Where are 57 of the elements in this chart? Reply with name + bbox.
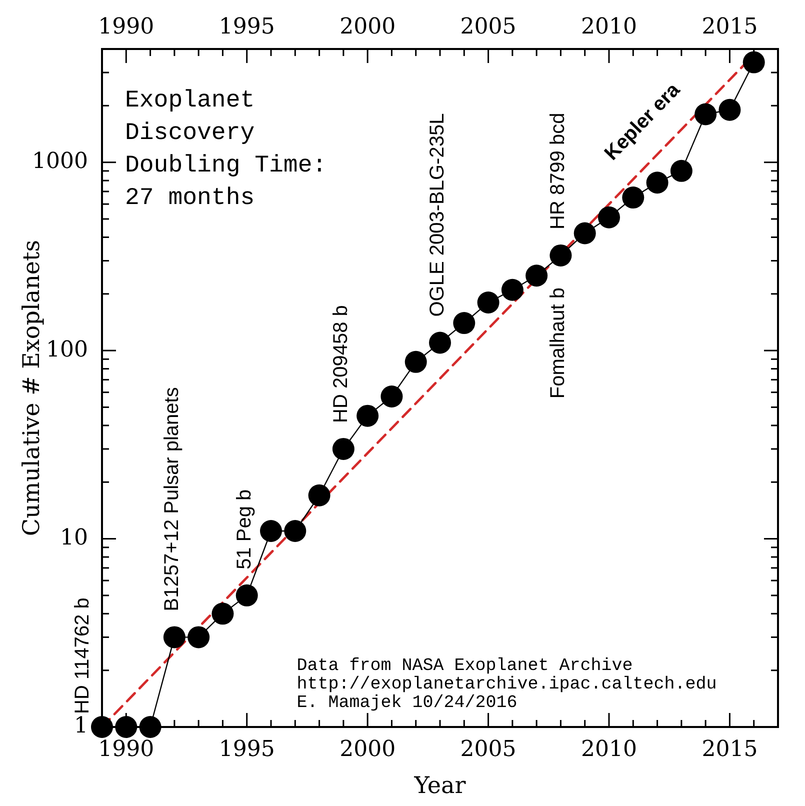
x-tick-label: 2010 xyxy=(581,14,637,40)
x2-tick-label: 2010 xyxy=(581,736,637,762)
point xyxy=(477,292,500,314)
point xyxy=(91,716,113,738)
point xyxy=(453,312,476,334)
annotation: HR 8799 bcd xyxy=(547,112,570,230)
point xyxy=(718,98,741,121)
point xyxy=(188,626,210,648)
point xyxy=(742,51,765,74)
x-tick-label: 2015 xyxy=(702,14,758,40)
annotation: http://exoplanetarchive.ipac.caltech.edu xyxy=(296,674,717,694)
x-tick-label: 1990 xyxy=(98,14,154,40)
point xyxy=(380,386,403,408)
x2-tick-label: 2000 xyxy=(340,736,396,762)
x-axis-title: Year xyxy=(413,773,466,800)
x2-tick-label: 2005 xyxy=(460,736,516,762)
x-tick-label: 2000 xyxy=(340,14,396,40)
point xyxy=(308,484,330,506)
point xyxy=(550,244,572,266)
point xyxy=(260,520,282,542)
x-tick-label: 2005 xyxy=(460,14,516,40)
y-tick-label: 10 xyxy=(60,525,88,550)
annotation: HD 114762 b xyxy=(72,598,94,714)
point xyxy=(526,264,548,287)
point xyxy=(163,626,186,648)
annotation: HD 209458 b xyxy=(330,305,352,423)
x2-tick-label: 1990 xyxy=(98,736,154,762)
point xyxy=(622,186,644,209)
point xyxy=(574,222,596,244)
y-tick-label: 1000 xyxy=(32,149,88,174)
point xyxy=(429,332,451,354)
point xyxy=(284,520,306,542)
point xyxy=(356,404,379,427)
point xyxy=(404,350,427,373)
point xyxy=(501,278,524,301)
annotation: OGLE 2003-BLG-235L xyxy=(426,113,449,317)
point xyxy=(236,584,258,606)
point xyxy=(598,206,620,228)
annotation: Fomalhaut b xyxy=(547,287,570,399)
point xyxy=(212,602,234,625)
point xyxy=(646,172,668,194)
annotation: E. Mamajek 10/24/2016 xyxy=(296,693,518,713)
x2-tick-label: 1995 xyxy=(218,736,275,762)
annotation: 51 Peg b xyxy=(233,489,256,570)
y-axis-title: Cumulative # Exoplanets xyxy=(18,240,45,536)
point xyxy=(332,438,354,460)
annotation: Data from NASA Exoplanet Archive xyxy=(296,656,633,676)
x-tick-label: 1995 xyxy=(218,14,275,40)
text: Exoplanet Discovery Doubling Time: 27 months xyxy=(125,87,327,212)
y-tick-label: 100 xyxy=(46,337,88,362)
point xyxy=(115,716,138,738)
y-tick-label: 1 xyxy=(74,714,88,739)
point xyxy=(694,103,717,126)
x2-tick-label: 2015 xyxy=(702,736,758,762)
annotation: B1257+12 Pulsar planets xyxy=(160,387,183,612)
point xyxy=(139,716,162,738)
point xyxy=(670,160,692,182)
